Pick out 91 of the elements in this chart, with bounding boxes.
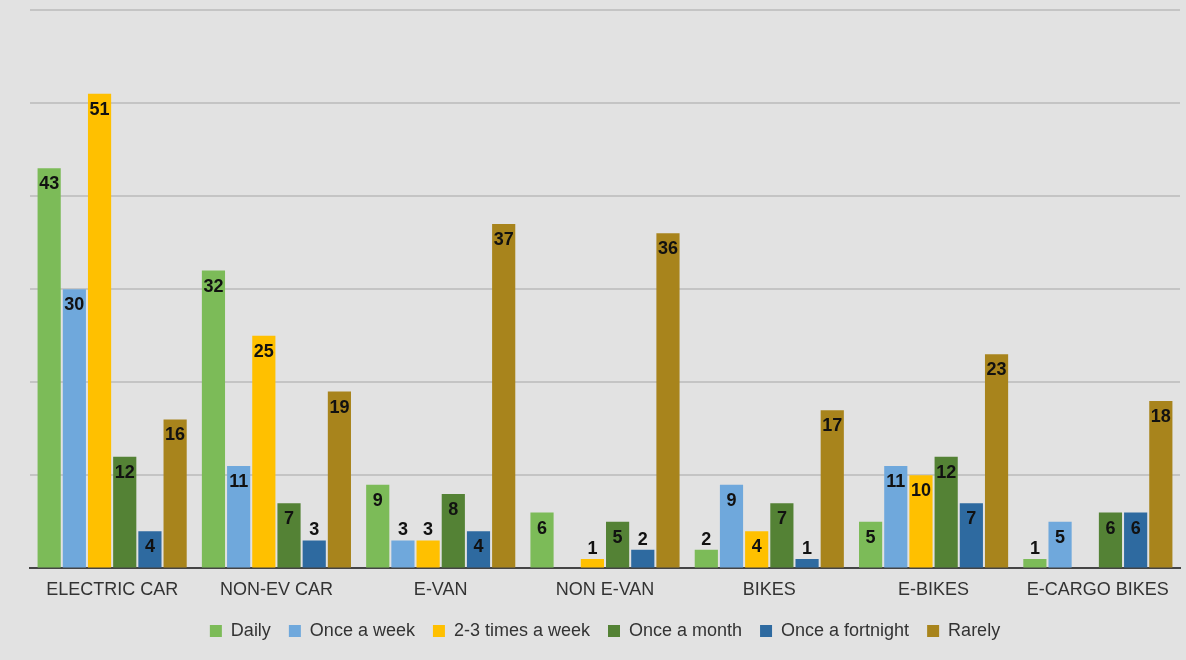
bar — [795, 559, 819, 568]
data-label: 1 — [587, 538, 598, 559]
data-label: 11 — [886, 471, 906, 491]
legend-label: Once a fortnight — [781, 619, 910, 640]
data-label: 3 — [397, 519, 408, 540]
legend-label: Once a week — [309, 619, 416, 640]
data-label: 23 — [986, 359, 1007, 380]
x-tick-label: E-BIKES — [898, 579, 970, 600]
bar — [138, 531, 162, 568]
x-tick-label: NON E-VAN — [555, 579, 655, 600]
bar — [884, 466, 908, 568]
data-label: 9 — [372, 489, 383, 510]
data-label: 7 — [284, 508, 295, 529]
bar — [530, 512, 554, 568]
legend-label: Once a month — [628, 619, 743, 640]
data-label: 5 — [865, 526, 876, 547]
data-label: 6 — [537, 517, 548, 538]
bar — [327, 391, 351, 568]
data-label: 6 — [1130, 517, 1141, 538]
data-label: 4 — [751, 536, 762, 557]
bar — [909, 475, 933, 568]
data-label: 11 — [229, 471, 249, 491]
bar — [492, 224, 516, 568]
bar — [820, 410, 844, 568]
bar — [1149, 400, 1173, 568]
bar — [366, 484, 390, 568]
bar — [770, 503, 794, 568]
bar — [631, 549, 655, 568]
legend-label: Rarely — [948, 619, 1001, 640]
bar — [163, 419, 187, 568]
x-tick-label: E-CARGO BIKES — [1026, 579, 1169, 600]
bar — [252, 335, 276, 568]
data-label: 4 — [144, 536, 155, 557]
bar — [227, 466, 251, 568]
legend-label: 2-3 times a week — [453, 619, 591, 640]
bar — [984, 354, 1009, 568]
data-label: 37 — [493, 229, 514, 250]
bar — [391, 540, 415, 568]
data-label: 12 — [114, 461, 135, 482]
data-label: 16 — [165, 424, 186, 445]
bar — [37, 168, 61, 568]
x-tick-label: BIKES — [742, 579, 796, 600]
bar — [606, 521, 630, 568]
data-label: 7 — [776, 508, 787, 529]
bar — [277, 503, 301, 568]
data-label: 19 — [329, 396, 350, 417]
data-label: 18 — [1150, 405, 1171, 426]
data-label: 2 — [701, 528, 712, 549]
bar — [441, 493, 465, 568]
bar — [62, 289, 86, 568]
data-label: 17 — [822, 415, 843, 436]
data-label: 30 — [64, 294, 85, 315]
data-label: 2 — [637, 528, 648, 549]
data-label: 1 — [1029, 538, 1040, 559]
data-label: 9 — [726, 489, 737, 510]
bar — [934, 456, 958, 568]
data-label: 32 — [203, 275, 224, 296]
data-label: 43 — [39, 173, 60, 194]
bar — [580, 559, 604, 568]
data-label: 4 — [473, 536, 484, 557]
data-label: 5 — [1055, 526, 1066, 547]
bar — [87, 93, 112, 568]
bar — [859, 521, 883, 568]
data-label: 10 — [910, 480, 931, 501]
data-label: 8 — [448, 498, 459, 519]
bar — [694, 549, 718, 568]
x-tick-label: NON-EV CAR — [219, 579, 333, 600]
bar — [1048, 521, 1072, 568]
data-label: 51 — [89, 98, 110, 119]
legend-label: Daily — [230, 619, 271, 640]
data-label: 5 — [612, 526, 623, 547]
data-label: 6 — [1105, 517, 1116, 538]
data-label: 3 — [423, 519, 434, 540]
bar — [719, 484, 744, 568]
bar — [302, 540, 326, 568]
x-tick-label: E-VAN — [413, 579, 468, 600]
data-label: 25 — [253, 340, 274, 361]
bar — [656, 233, 680, 568]
bar — [1124, 512, 1148, 568]
data-label: 12 — [936, 461, 957, 482]
bar — [113, 456, 137, 568]
bar — [201, 270, 226, 568]
bar — [416, 540, 440, 568]
data-label: 7 — [966, 508, 977, 529]
bar — [959, 503, 983, 568]
x-tick-label: ELECTRIC CAR — [46, 579, 179, 600]
bar — [1023, 559, 1047, 568]
data-label: 3 — [309, 519, 320, 540]
data-label: 36 — [657, 238, 678, 259]
data-label: 1 — [802, 538, 813, 559]
bar — [1098, 512, 1123, 568]
